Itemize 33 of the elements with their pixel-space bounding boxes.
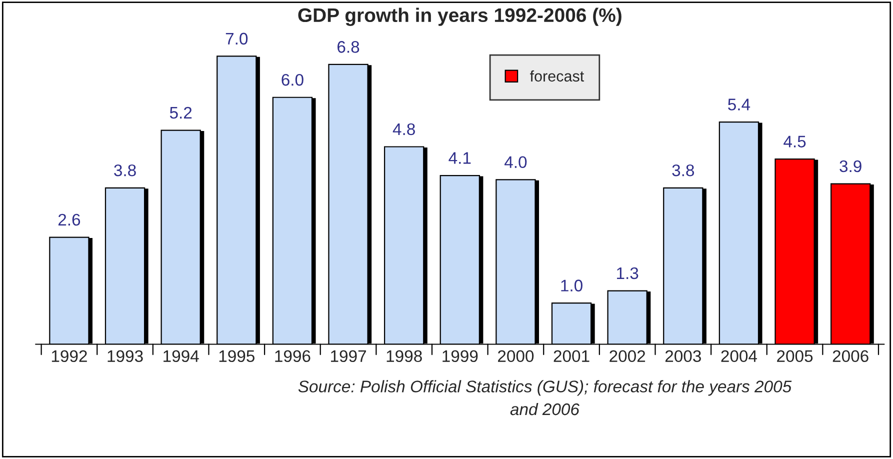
data-label: 6.8	[338, 41, 360, 53]
x-tick-label: 1996	[275, 350, 310, 362]
x-tick-label: 2002	[610, 350, 646, 362]
data-label: 7.0	[226, 32, 248, 45]
data-label: 6.0	[282, 74, 304, 86]
x-tick-label: 1995	[219, 350, 254, 362]
data-label: 4.8	[392, 123, 415, 136]
x-tick-label: 1997	[331, 350, 366, 362]
data-label: 3.8	[672, 164, 694, 176]
x-tick-label: 2000	[498, 350, 534, 362]
x-tick-label: 1993	[108, 350, 143, 362]
legend-label: forecast	[530, 70, 584, 82]
x-tick-label: 2005	[777, 350, 813, 362]
x-tick-label: 1992	[52, 350, 87, 362]
x-tick-label: 2003	[665, 350, 701, 362]
x-tick-label: 2004	[721, 350, 758, 362]
x-tick-label: 1998	[386, 350, 422, 362]
source-note: Source: Polish Official Statistics (GUS); forecast for the years 2005 and 2006	[298, 380, 792, 416]
data-label: 5.4	[728, 98, 750, 110]
x-tick-label: 2001	[554, 350, 590, 362]
x-tick-label: 2006	[832, 350, 868, 362]
data-label: 5.2	[170, 106, 192, 119]
data-label: 1.0	[561, 280, 582, 292]
x-tick-label: 1999	[442, 350, 478, 362]
data-label: 2.6	[58, 214, 80, 226]
data-label: 3.8	[114, 164, 136, 176]
chart-title: GDP growth in years 1992-2006 (%)	[298, 8, 622, 26]
x-tick-label: 1994	[164, 350, 199, 362]
data-label: 3.9	[840, 160, 862, 172]
data-label: 4.1	[448, 152, 471, 164]
data-label: 4.0	[504, 156, 527, 168]
data-label: 4.5	[784, 136, 806, 148]
data-label: 1.3	[617, 267, 638, 280]
